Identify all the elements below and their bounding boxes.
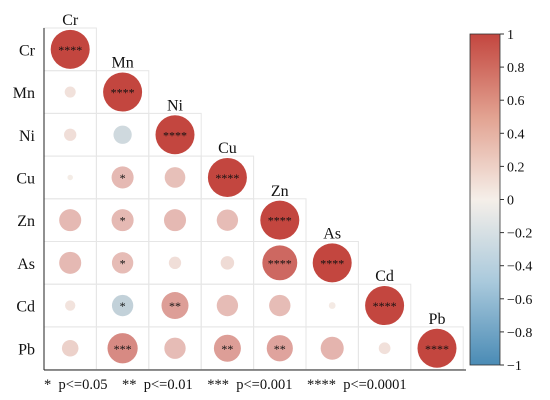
correlation-circle-pb-pb: [417, 328, 457, 368]
significance-mark: *: [120, 256, 126, 270]
colorbar-gradient: [469, 33, 501, 366]
significance-mark: ****: [58, 43, 82, 57]
correlation-circle-as-cu: [220, 256, 235, 270]
correlation-circle-pb-as: [320, 336, 344, 360]
row-label-zn: Zn: [17, 213, 35, 230]
column-label-cd: Cd: [375, 268, 394, 285]
correlation-circle-zn-cr: [59, 209, 82, 232]
column-label-ni: Ni: [167, 97, 184, 114]
significance-mark: **: [274, 342, 286, 356]
colorbar-tick-label: −0.2: [507, 227, 532, 242]
correlation-circle-mn-cr: [64, 86, 76, 98]
correlation-circle-cd-cd: [365, 286, 405, 326]
correlation-circle-pb-cu: [213, 334, 241, 362]
row-label-cu: Cu: [16, 170, 35, 187]
correlation-circle-as-zn: [262, 245, 298, 281]
colorbar-tick-label: −1: [507, 359, 522, 374]
correlation-circle-cu-cr: [67, 174, 73, 181]
correlation-circle-ni-cr: [64, 128, 77, 141]
colorbar-ticks: 1 0.8 0.6 0.4 0.2 0 −0.2 −0.4 −0.6 −0.8 −1: [500, 28, 532, 374]
correlation-circle-cd-cu: [216, 294, 239, 317]
significance-mark: ****: [268, 256, 292, 270]
correlation-circle-cu-cu: [207, 157, 247, 197]
colorbar-tick-label: −0.8: [507, 326, 532, 341]
significance-mark: *: [120, 171, 126, 185]
correlation-circle-cu-ni: [164, 167, 186, 188]
colorbar-tick-label: 0: [507, 194, 514, 209]
correlation-circle-cu-mn: [111, 166, 134, 189]
correlation-circle-zn-cu: [216, 209, 239, 231]
column-label-cr: Cr: [62, 12, 79, 29]
correlation-circle-cd-mn: [111, 294, 134, 317]
correlation-circle-cd-cr: [65, 300, 76, 311]
colorbar-tick-label: −0.6: [507, 293, 532, 308]
correlation-circle-ni-ni: [155, 115, 195, 155]
significance-mark: ****: [373, 299, 397, 313]
significance-footnote: * p<=0.05 ** p<=0.01 *** p<=0.001 **** p…: [44, 377, 407, 393]
colorbar: 1 0.8 0.6 0.4 0.2 0 −0.2 −0.4 −0.6 −0.8 −1: [469, 28, 532, 374]
correlation-circle-pb-mn: [107, 333, 138, 364]
correlation-circles: ************* ***** ***** **** ***** ** ******…: [50, 29, 457, 368]
significance-mark: **: [221, 342, 233, 356]
correlation-circle-cd-ni: [161, 292, 189, 320]
colorbar-tick-label: −0.4: [507, 260, 532, 275]
colorbar-tick-label: 0.6: [507, 94, 525, 109]
column-label-as: As: [323, 226, 341, 243]
matrix-grid: [43, 27, 464, 371]
significance-mark: *: [120, 299, 126, 313]
significance-mark: ****: [111, 86, 135, 100]
correlation-circle-as-mn: [111, 252, 134, 274]
significance-mark: ****: [215, 171, 239, 185]
colorbar-tick-label: 0.2: [507, 160, 525, 175]
correlation-circle-pb-zn: [266, 335, 293, 362]
correlation-circle-ni-mn: [113, 125, 132, 144]
correlation-circle-pb-ni: [164, 337, 186, 359]
significance-mark: ***: [114, 342, 132, 356]
column-label-cu: Cu: [218, 140, 237, 157]
column-label-zn: Zn: [271, 183, 289, 200]
row-label-pb: Pb: [18, 341, 35, 358]
row-label-cr: Cr: [19, 42, 36, 59]
colorbar-tick-label: 0.8: [507, 61, 525, 76]
row-label-ni: Ni: [19, 128, 36, 145]
correlation-circle-cd-zn: [269, 294, 291, 317]
significance-mark: *: [120, 214, 126, 228]
correlation-circle-zn-zn: [260, 200, 300, 240]
significance-mark: ****: [425, 342, 449, 356]
significance-mark: ****: [320, 256, 344, 270]
variable-labels: Cr Cr Mn Mn Ni Ni Cu Cu Zn Zn As As Cd Cd Pb Pb: [13, 12, 446, 358]
correlation-circle-as-cr: [59, 251, 82, 274]
column-label-pb: Pb: [429, 311, 446, 328]
column-label-mn: Mn: [111, 55, 133, 72]
correlation-circle-zn-ni: [163, 209, 187, 232]
colorbar-tick-label: 0.4: [507, 127, 525, 142]
correlation-circle-cr-cr: [50, 29, 90, 69]
significance-mark: ****: [268, 214, 292, 228]
colorbar-tick-label: 1: [507, 28, 514, 43]
significance-mark: ****: [163, 128, 187, 142]
correlation-circle-zn-mn: [111, 209, 134, 232]
correlation-circle-mn-mn: [103, 72, 143, 112]
correlation-circle-pb-cr: [61, 339, 79, 357]
correlation-circle-as-as: [312, 243, 352, 283]
correlation-circle-cd-as: [328, 302, 336, 309]
row-label-cd: Cd: [16, 299, 35, 316]
correlation-circle-pb-cd: [378, 342, 391, 355]
correlation-circle-as-ni: [168, 256, 182, 270]
row-label-mn: Mn: [13, 85, 35, 102]
significance-mark: **: [169, 299, 181, 313]
row-label-as: As: [17, 256, 35, 273]
